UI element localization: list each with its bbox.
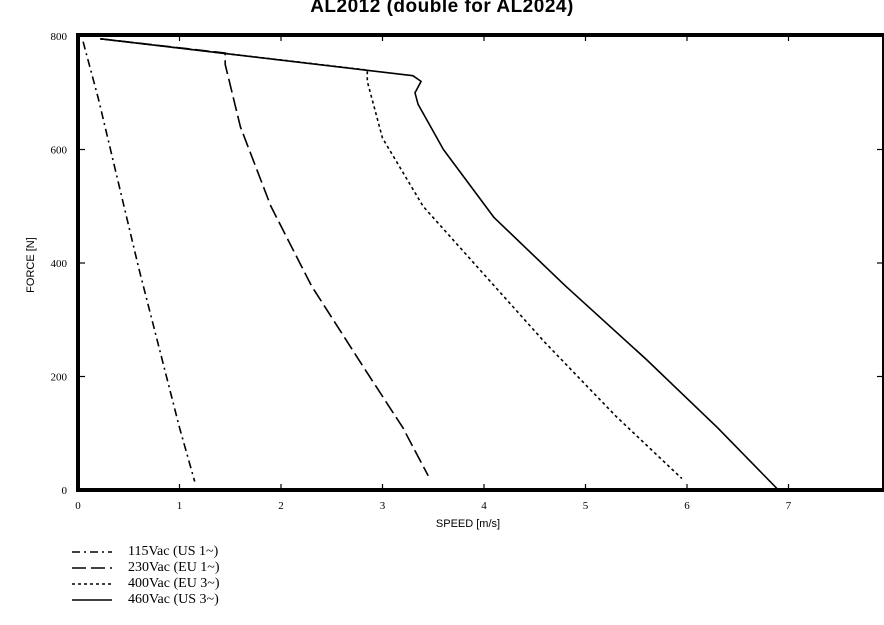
y-tick-label: 800 (51, 31, 68, 43)
plot-frame (76, 33, 884, 492)
x-tick-label: 3 (380, 500, 386, 512)
series-line-1 (100, 38, 429, 477)
legend-swatch-400vac (72, 583, 112, 585)
legend-swatch-115vac (72, 551, 112, 553)
legend-label-400vac: 400Vac (EU 3~) (128, 576, 220, 591)
x-tick-label: 6 (684, 500, 690, 512)
series-line-0 (82, 41, 196, 482)
legend-swatch-460vac (72, 599, 112, 601)
x-tick-label: 7 (786, 500, 792, 512)
legend-item-115vac: 115Vac (US 1~) (70, 544, 220, 560)
x-tick-label: 5 (583, 500, 589, 512)
x-tick-label: 0 (75, 500, 81, 512)
legend-item-230vac: 230Vac (EU 1~) (70, 560, 220, 576)
series-layer (82, 38, 779, 491)
legend-swatch-230vac (72, 567, 112, 569)
y-tick-label: 200 (51, 372, 68, 384)
legend-label-115vac: 115Vac (US 1~) (128, 544, 219, 559)
chart-title: AL2012 (double for AL2024) (310, 0, 574, 17)
legend-item-400vac: 400Vac (EU 3~) (70, 576, 220, 592)
legend-label-230vac: 230Vac (EU 1~) (128, 560, 220, 575)
y-axis-label: FORCE [N] (25, 237, 37, 293)
axes-layer: 0 1 2 3 4 5 6 7 0 200 400 600 800 (51, 31, 884, 512)
series-line-3 (100, 38, 779, 491)
y-tick-label: 600 (51, 145, 68, 157)
legend-label-460vac: 460Vac (US 3~) (128, 592, 219, 607)
x-tick-label: 1 (177, 500, 183, 512)
y-tick-label: 0 (62, 485, 68, 497)
y-tick-label: 400 (51, 258, 68, 270)
x-axis-label: SPEED [m/s] (436, 518, 500, 530)
x-tick-label: 4 (481, 500, 487, 512)
legend-item-460vac: 460Vac (US 3~) (70, 592, 220, 608)
x-tick-label: 2 (278, 500, 284, 512)
legend: 115Vac (US 1~) 230Vac (EU 1~) 400Vac (EU… (70, 544, 220, 608)
series-line-2 (100, 38, 683, 480)
